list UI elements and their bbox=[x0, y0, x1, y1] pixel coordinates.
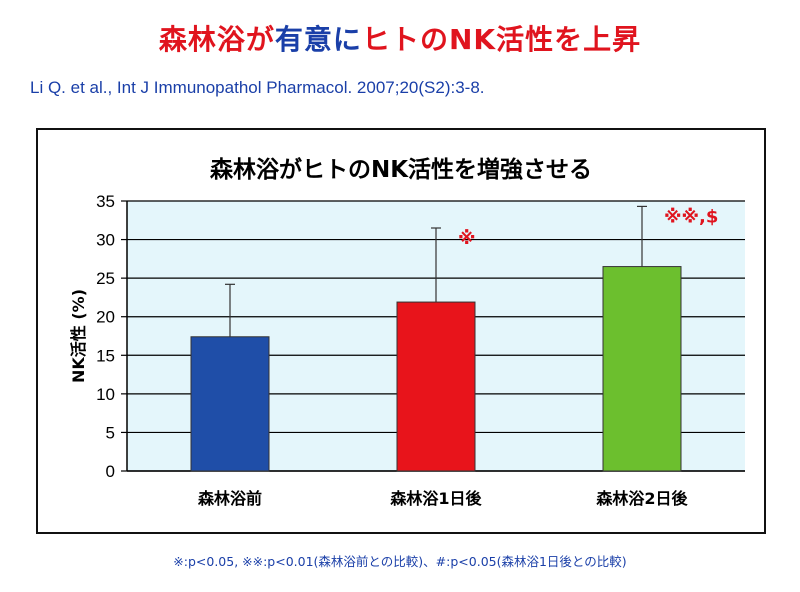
headline: 森林浴が有意にヒトのNK活性を上昇 bbox=[0, 18, 800, 58]
citation: Li Q. et al., Int J Immunopathol Pharmac… bbox=[30, 78, 485, 97]
footnote: ※:p<0.05, ※※:p<0.01(森林浴前との比較)、#:p<0.05(森… bbox=[173, 554, 627, 569]
y-axis-label: NK活性 (%) bbox=[69, 289, 88, 383]
bar bbox=[190, 336, 270, 472]
significance-annotation: ※ bbox=[458, 228, 476, 249]
x-tick-label: 森林浴1日後 bbox=[390, 489, 482, 508]
bar bbox=[396, 301, 476, 472]
y-tick-label: 30 bbox=[96, 231, 115, 250]
bar bbox=[602, 266, 682, 472]
chart-title: 森林浴がヒトのNK活性を増強させる bbox=[209, 157, 593, 183]
bar-chart: 0 5 10 15 20 25 30 35 森林浴前 森林浴1日後 ※ 森林浴2日後 ※※,$ NK活性 … bbox=[69, 192, 745, 508]
y-tick-label: 0 bbox=[106, 462, 115, 481]
y-tick-label: 20 bbox=[96, 308, 115, 327]
headline-part-2: 有意に bbox=[274, 23, 362, 56]
y-tick-label: 10 bbox=[96, 385, 115, 404]
y-tick-label: 15 bbox=[96, 346, 115, 365]
significance-annotation: ※※,$ bbox=[664, 206, 718, 227]
headline-part-3: ヒトのNK活性を上昇 bbox=[361, 23, 642, 56]
y-tick-label: 25 bbox=[96, 269, 115, 288]
y-tick-label: 35 bbox=[96, 192, 115, 211]
x-tick-label: 森林浴前 bbox=[198, 489, 262, 508]
y-tick-label: 5 bbox=[106, 423, 115, 442]
chart-frame: 森林浴がヒトのNK活性を増強させる 0 5 10 15 20 25 30 35 森林浴前 森林浴1… bbox=[36, 128, 766, 534]
headline-part-1: 森林浴が bbox=[158, 23, 275, 56]
x-tick-label: 森林浴2日後 bbox=[596, 489, 688, 508]
